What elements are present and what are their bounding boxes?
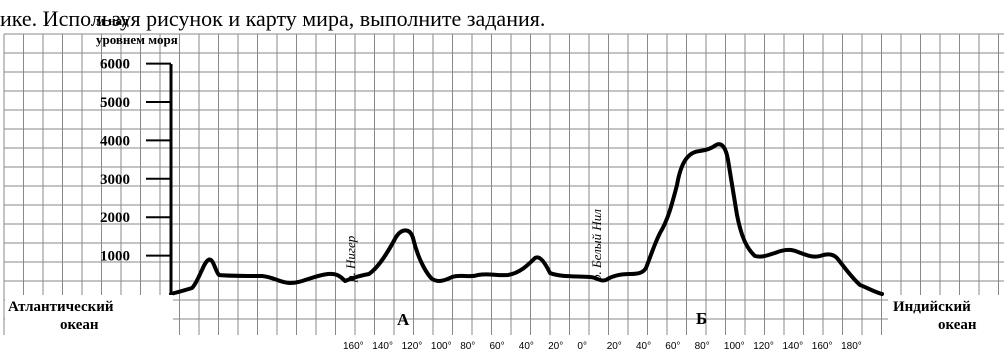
- x-tick-label: 120°: [402, 341, 423, 352]
- x-axis-tick-labels: 160° 140° 120° 100° 80° 60° 40° 20° 0° 20° 40° 60° 8…: [343, 341, 862, 352]
- x-tick-label: 120°: [753, 341, 774, 352]
- x-tick-label: 140°: [783, 341, 804, 352]
- x-axis-ticks-bg: [0, 335, 1007, 354]
- x-tick-label: 40°: [519, 341, 534, 352]
- x-tick-label: 140°: [372, 341, 393, 352]
- elevation-profile-line: [169, 142, 884, 296]
- y-tick-label: 4000: [100, 133, 130, 149]
- x-tick-label: 160°: [812, 341, 833, 352]
- right-ocean-label-bg: [888, 295, 1007, 335]
- y-tick-label: 5000: [100, 95, 130, 111]
- ocean-label-right-line1: Индийский: [893, 299, 971, 315]
- y-tick-label: 6000: [100, 57, 130, 73]
- x-tick-label: 20°: [548, 341, 563, 352]
- left-ocean-label-bg: [5, 295, 173, 335]
- x-tick-label: 100°: [431, 341, 452, 352]
- y-axis-title-line2: уровнем моря: [96, 32, 178, 47]
- grid: [3, 33, 1004, 336]
- ocean-label-left-line2: океан: [60, 317, 99, 333]
- river-label-white-nile: р. Белый Нил: [589, 209, 604, 282]
- x-tick-label: 80°: [695, 341, 710, 352]
- x-tick-label: 40°: [636, 341, 651, 352]
- y-tick-label: 2000: [100, 210, 130, 226]
- y-tick-label: 1000: [100, 249, 130, 265]
- x-tick-label: 60°: [490, 341, 505, 352]
- x-tick-label: 160°: [343, 341, 364, 352]
- x-tick-label: 180°: [841, 341, 862, 352]
- point-label-b: Б: [696, 309, 707, 328]
- y-axis-ticks: 1000 2000 3000 4000 5000 6000: [100, 57, 171, 265]
- x-tick-label: 100°: [724, 341, 745, 352]
- y-tick-label: 3000: [100, 172, 130, 188]
- river-label-niger: р. Нигер: [343, 235, 358, 283]
- header-text: ике. Используя рисунок и карту мира, вып…: [0, 6, 545, 31]
- x-tick-label: 80°: [460, 341, 475, 352]
- point-label-a: А: [397, 310, 410, 329]
- x-tick-label: 60°: [665, 341, 680, 352]
- ocean-label-right-line2: океан: [938, 317, 977, 333]
- x-tick-label: 20°: [607, 341, 622, 352]
- y-axis-title-line1: м над: [96, 13, 129, 28]
- x-tick-label: 0°: [577, 341, 587, 352]
- ocean-label-left-line1: Атлантический: [8, 299, 114, 315]
